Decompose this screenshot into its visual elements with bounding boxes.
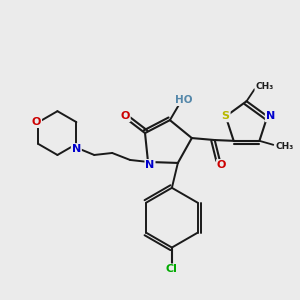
Text: O: O [32, 117, 41, 127]
Text: N: N [266, 111, 275, 122]
Text: CH₃: CH₃ [255, 82, 274, 91]
Text: CH₃: CH₃ [275, 142, 293, 151]
Text: Cl: Cl [166, 264, 178, 274]
Text: S: S [222, 111, 230, 122]
Text: N: N [146, 160, 154, 170]
Text: N: N [72, 144, 81, 154]
Text: O: O [120, 111, 130, 121]
Text: O: O [217, 160, 226, 170]
Text: HO: HO [175, 95, 193, 105]
